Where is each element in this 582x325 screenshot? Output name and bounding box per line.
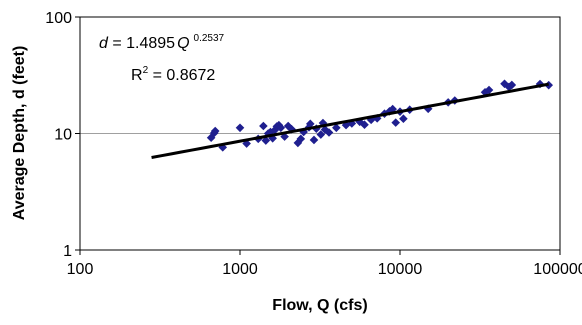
data-point xyxy=(296,134,306,144)
r-squared-superscript: 2 xyxy=(143,65,149,76)
y-tick-label: 10 xyxy=(54,127,72,144)
data-point xyxy=(210,126,220,136)
data-point xyxy=(399,114,408,123)
data-point xyxy=(259,121,268,131)
r-squared-label: R2 = 0.8672 xyxy=(131,65,215,84)
data-point xyxy=(480,87,490,97)
y-axis-title: Average Depth, d (feet) xyxy=(11,46,28,221)
data-point xyxy=(274,120,284,130)
y-tick-label: 100 xyxy=(45,10,72,27)
data-point xyxy=(391,118,401,127)
data-point xyxy=(324,128,334,137)
data-point xyxy=(287,124,296,134)
equation-d: d xyxy=(99,35,109,52)
data-point xyxy=(309,135,319,145)
axis-ticks xyxy=(75,16,561,255)
data-point xyxy=(266,127,275,137)
r-squared-prefix: R xyxy=(131,67,143,84)
x-tick-label: 100000 xyxy=(533,261,582,278)
data-point xyxy=(261,136,271,145)
data-point xyxy=(305,119,315,129)
data-point xyxy=(280,132,289,141)
equation-coefficient: = 1.4895 xyxy=(108,35,175,52)
equation-label: d = 1.4895 Q 0.2537 xyxy=(99,33,225,52)
axis-tick-labels: 1 10 100 100 1000 10000 100000 xyxy=(45,10,582,278)
data-point xyxy=(268,133,277,143)
data-point xyxy=(283,121,293,131)
x-tick-label: 100 xyxy=(67,261,94,278)
data-point xyxy=(270,125,280,135)
data-point xyxy=(235,123,245,133)
equation-q: Q xyxy=(177,35,189,52)
r-squared-value: = 0.8672 xyxy=(148,67,215,84)
data-point xyxy=(320,125,330,134)
data-point xyxy=(484,85,494,95)
data-point xyxy=(299,127,308,137)
data-point xyxy=(507,80,517,90)
x-axis-title: Flow, Q (cfs) xyxy=(272,297,367,314)
data-point xyxy=(332,123,341,133)
trendline xyxy=(151,82,549,159)
equation-exponent: 0.2537 xyxy=(194,33,225,44)
x-tick-label: 1000 xyxy=(222,261,258,278)
y-tick-label: 1 xyxy=(63,243,72,260)
data-point xyxy=(276,123,286,133)
data-point xyxy=(316,130,326,139)
data-point xyxy=(360,120,369,129)
x-tick-label: 10000 xyxy=(378,261,423,278)
